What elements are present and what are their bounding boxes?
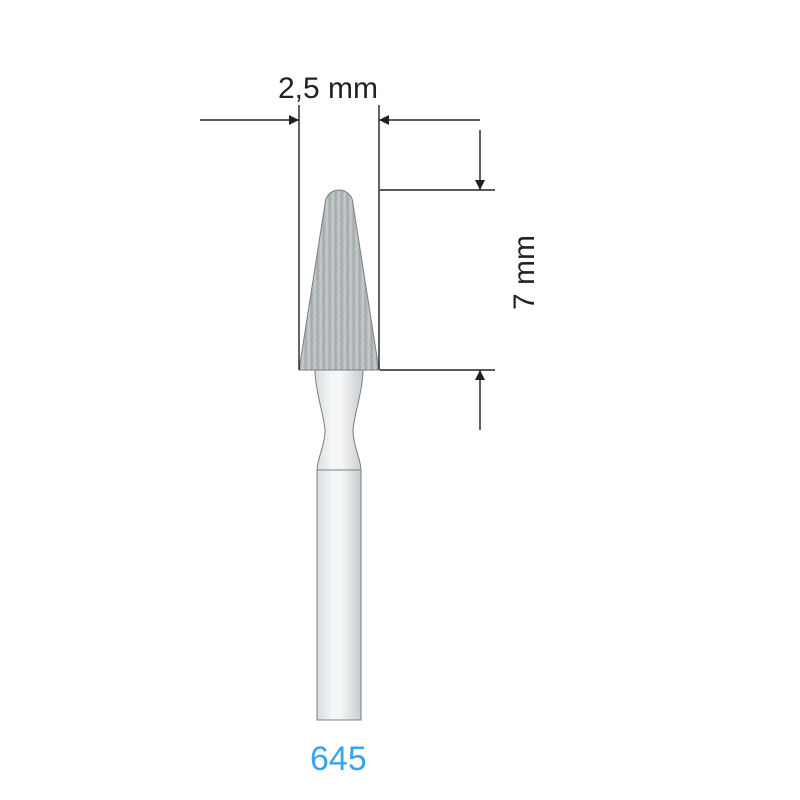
tool-neck <box>315 370 363 470</box>
technical-drawing <box>0 0 800 800</box>
tool-shank <box>317 470 361 720</box>
height-dimension-label: 7 mm <box>508 235 542 310</box>
width-dimension-label: 2,5 mm <box>278 72 378 106</box>
part-number-label: 645 <box>310 740 367 779</box>
tool-grit-head <box>299 190 379 370</box>
